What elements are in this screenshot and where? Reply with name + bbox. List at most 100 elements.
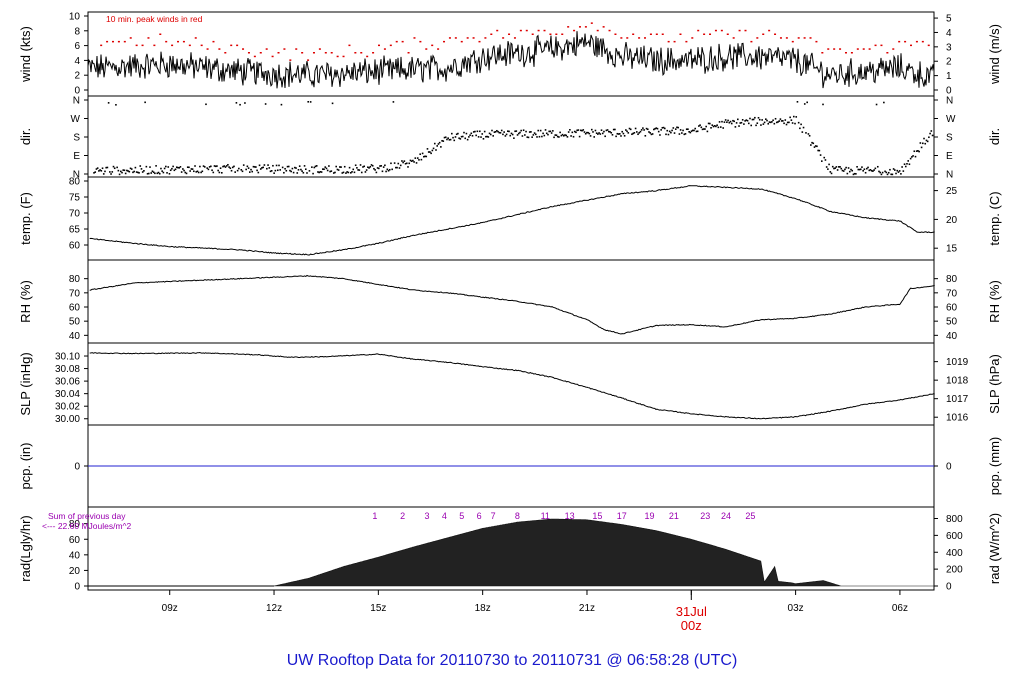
dir-point [337, 169, 340, 171]
dir-point [221, 171, 223, 174]
dir-point [752, 118, 755, 121]
wind-peak-mark [242, 48, 245, 50]
wind-peak-mark [602, 26, 605, 28]
dir-point [606, 129, 609, 131]
dir-point [95, 168, 98, 170]
dir-point [578, 135, 581, 138]
dir-point [805, 132, 807, 134]
dir-point [303, 165, 306, 167]
dir-point [362, 166, 364, 168]
wind-peak-mark [844, 52, 847, 54]
dir-point [421, 152, 424, 155]
dir-point [251, 170, 254, 173]
dir-point [334, 171, 336, 174]
rad-tick-label-left: 0 [74, 582, 80, 593]
dir-point [884, 170, 886, 173]
dir-point [336, 168, 339, 171]
dir-point [228, 166, 230, 168]
dir-point [701, 128, 704, 131]
dir-point [464, 137, 467, 140]
dir-point [375, 171, 378, 174]
dir-point [165, 165, 167, 168]
dir-point [663, 127, 666, 130]
wind-peak-mark [301, 52, 304, 54]
dir-point [640, 129, 643, 131]
dir-point [586, 131, 588, 134]
dir-point [802, 126, 805, 129]
wind-ylabel-left: wind (kts) [18, 26, 33, 83]
dir-point [716, 124, 718, 127]
dir-point [732, 119, 734, 122]
wind-peak-mark [277, 52, 280, 54]
dir-point [730, 122, 733, 125]
dir-point [693, 129, 695, 132]
wind-peak-mark [106, 40, 109, 43]
dir-point [191, 168, 194, 170]
wind-peak-mark [821, 52, 824, 54]
dir-point [212, 171, 215, 174]
x-tick-label: 09z [162, 603, 178, 614]
dir-point [543, 134, 546, 137]
dir-point [440, 146, 442, 148]
wind-peak-mark [431, 44, 434, 47]
dir-point [858, 168, 861, 171]
dir-point [442, 140, 445, 142]
wind-peak-mark [508, 33, 511, 35]
dir-point [471, 134, 474, 137]
x-tick-label: 18z [475, 603, 491, 614]
dir-point [459, 138, 462, 140]
dir-point [824, 159, 827, 161]
dir-point [200, 171, 202, 174]
dir-point [615, 135, 617, 138]
dir-point [891, 173, 894, 176]
dir-point [626, 130, 628, 133]
dir-point [564, 134, 566, 136]
dir-point [816, 145, 818, 148]
dir-point [864, 171, 867, 174]
dir-point [180, 171, 183, 173]
dir-point [444, 136, 447, 139]
wind-peak-mark [750, 40, 753, 43]
wind-peak-mark [159, 33, 162, 35]
wind-peak-mark [638, 37, 641, 39]
wind-peak-mark [555, 33, 558, 35]
dir-point [313, 166, 316, 169]
dir-point [286, 165, 289, 168]
dir-point [698, 125, 700, 127]
dir-point [767, 122, 770, 125]
dir-point [432, 147, 435, 150]
rad-area [273, 518, 934, 587]
dir-point [116, 166, 118, 169]
dir-point [184, 171, 187, 174]
dir-point [569, 129, 571, 131]
dir-point [694, 127, 697, 130]
dir-point [185, 172, 188, 175]
dir-point [387, 169, 390, 172]
dir-point [373, 167, 375, 170]
dir-point [886, 173, 889, 176]
dir-point [496, 129, 498, 132]
dir-point [409, 159, 412, 162]
dir-point [494, 130, 497, 133]
dir-point [350, 172, 352, 174]
wind-peak-mark [437, 48, 440, 50]
dir-point [850, 168, 852, 171]
dir-point [600, 129, 603, 131]
dir-point [380, 165, 383, 167]
rad-hour-label: 11 [541, 511, 550, 521]
dir-point [601, 132, 604, 135]
wind-peak-mark [797, 37, 800, 39]
dir-point [880, 173, 883, 176]
dir-point [360, 171, 363, 174]
wind-peak-mark [578, 26, 581, 28]
wind-peak-mark [661, 33, 664, 35]
wind-peak-mark [129, 37, 132, 39]
dir-point [447, 137, 449, 139]
dir-point [604, 135, 606, 138]
wind-tick-label-right: 1 [946, 71, 952, 82]
dir-point [377, 167, 380, 170]
dir-point [224, 166, 227, 168]
dir-point [376, 167, 379, 169]
slp-series-line [89, 351, 935, 420]
wind-peak-mark [389, 44, 392, 47]
